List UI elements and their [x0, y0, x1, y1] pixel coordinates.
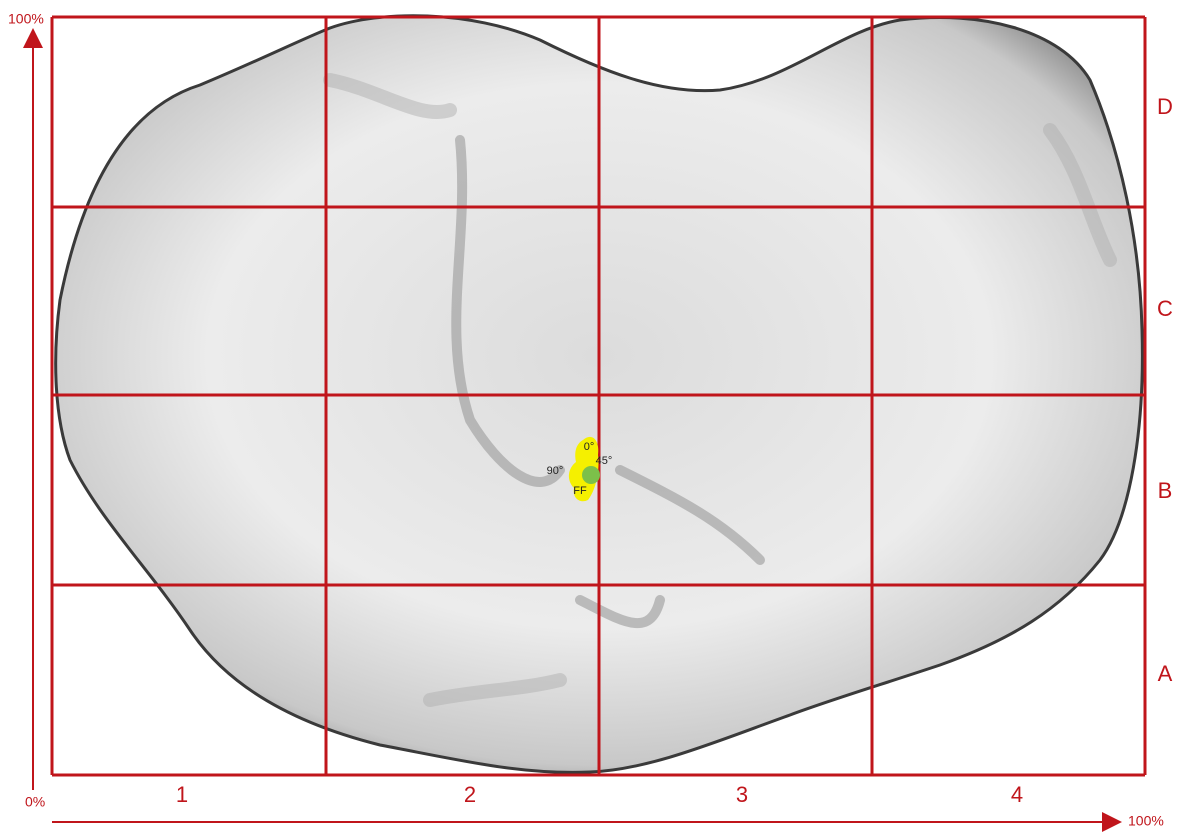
axis-label: 100% — [8, 11, 44, 27]
axis-label: 100% — [1128, 813, 1164, 829]
figure: 100% 0% 100% 1 2 3 4 D C B A 0° 45° 90° … — [0, 0, 1184, 832]
column-label: 4 — [1011, 782, 1023, 807]
row-label: B — [1158, 478, 1173, 503]
axis-label: 0% — [25, 794, 45, 810]
column-label: 1 — [176, 782, 188, 807]
marker-label: 90° — [547, 465, 564, 477]
marker-label: 45° — [596, 455, 613, 467]
column-label: 3 — [736, 782, 748, 807]
row-label: A — [1158, 661, 1173, 686]
marker-label: FF — [573, 485, 587, 497]
marker-label: 0° — [584, 441, 595, 453]
row-label: D — [1157, 94, 1173, 119]
row-label: C — [1157, 296, 1173, 321]
marker-point — [582, 466, 600, 484]
column-label: 2 — [464, 782, 476, 807]
